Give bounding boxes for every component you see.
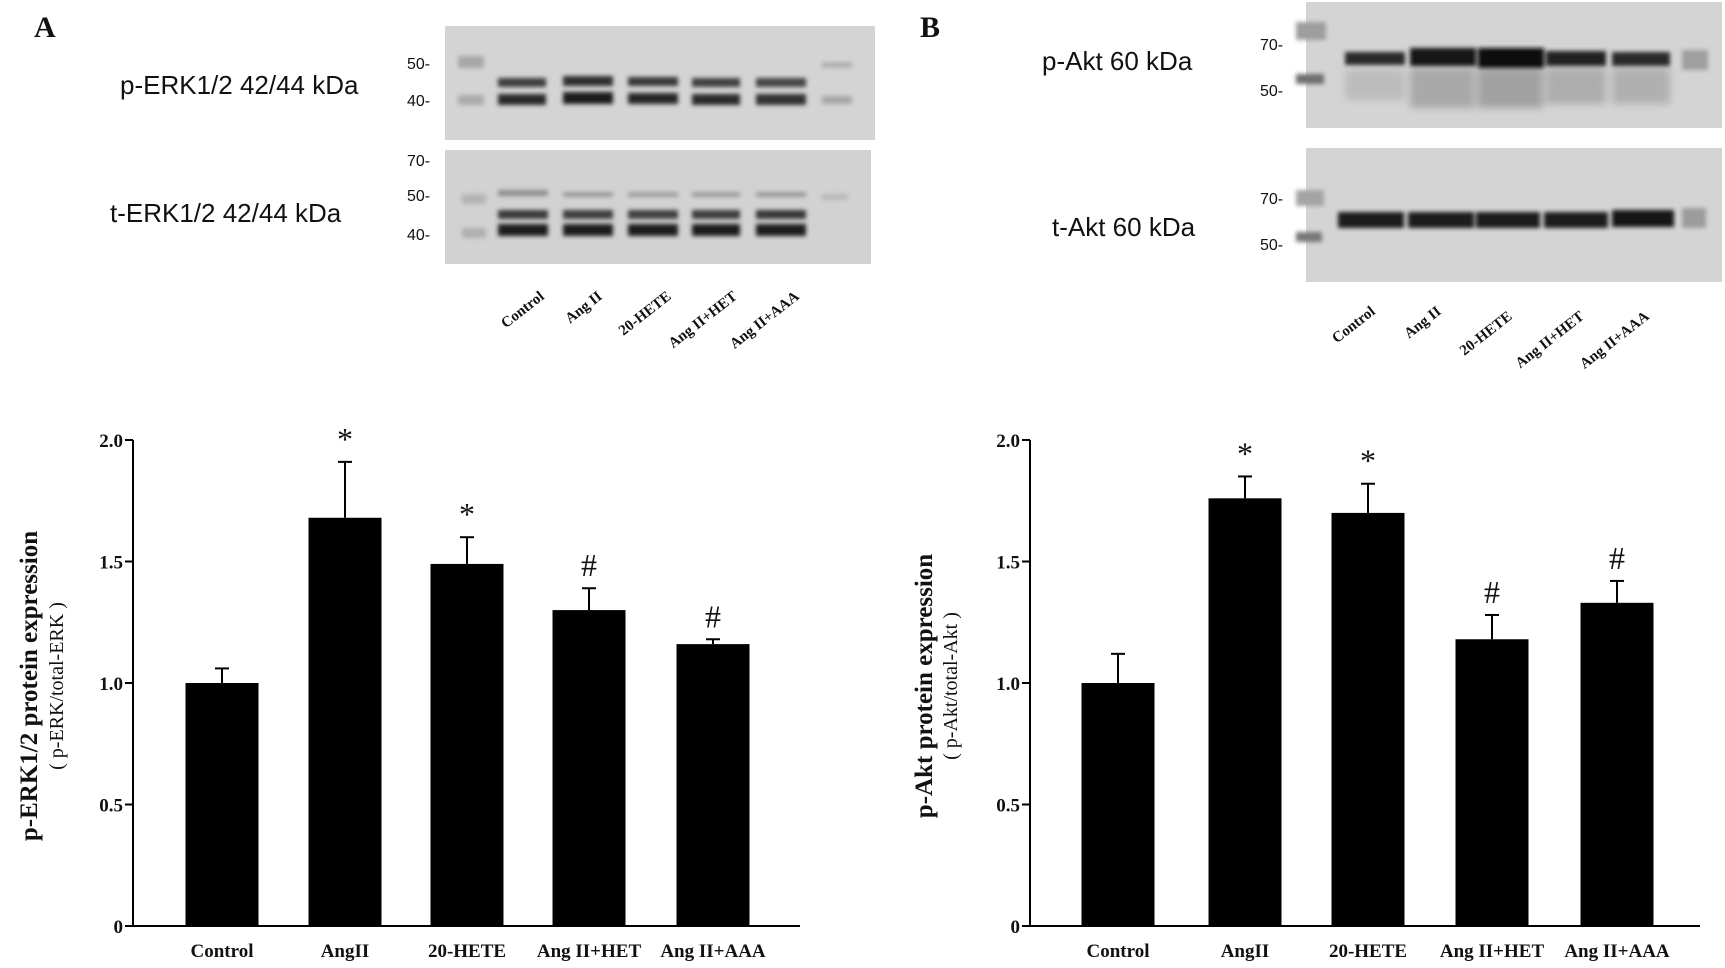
blot-marker: 50- [1260, 237, 1283, 254]
lane-label: 20-HETE [1457, 309, 1515, 360]
x-tick-label: Control [191, 941, 254, 962]
lane-label: Control [1329, 304, 1378, 347]
bar [552, 610, 626, 926]
x-tick-label: Ang II+HET [1440, 941, 1545, 962]
blot-membrane [445, 150, 871, 264]
blot-marker: 50- [407, 56, 430, 73]
panel-a-blots: A p-ERK1/2 42/44 kDa 50- 40- [34, 11, 875, 352]
blot-label-terk: t-ERK1/2 42/44 kDa [110, 198, 342, 228]
y-tick-label: 1.5 [99, 553, 123, 574]
blot-label-takt: t-Akt 60 kDa [1052, 212, 1196, 242]
y-axis-subtitle: ( p-Akt/total-Akt ) [940, 612, 962, 760]
y-tick-label: 2.0 [99, 431, 123, 452]
pakt-blot: p-Akt 60 kDa 70- 50- [1042, 2, 1722, 128]
lane-label: Ang II+AAA [727, 288, 803, 352]
x-tick-label: AngII [1221, 941, 1270, 962]
y-tick-label: 0 [114, 917, 124, 938]
bar [1208, 498, 1282, 926]
terk-blot: t-ERK1/2 42/44 kDa 70- 50- 40- [110, 150, 871, 264]
lane-label: Ang II+AAA [1577, 308, 1653, 372]
y-tick-label: 1.0 [99, 674, 123, 695]
bar [676, 644, 750, 926]
terk-bands [462, 190, 848, 238]
y-tick-label: 1.0 [996, 674, 1020, 695]
pakt-bands-smear [1345, 68, 1670, 108]
lane-labels-b: Control Ang II 20-HETE Ang II+HET Ang II… [1329, 303, 1652, 372]
x-tick-label: Control [1087, 941, 1150, 962]
panel-letter-a: A [34, 11, 56, 44]
x-tick-label: Ang II+HET [537, 941, 642, 962]
blot-marker: 70- [407, 153, 430, 170]
y-axis-title: p-Akt protein expression [911, 554, 938, 818]
y-tick-label: 0 [1011, 917, 1021, 938]
bar [1455, 639, 1529, 926]
perk-blot: p-ERK1/2 42/44 kDa 50- 40- [120, 26, 875, 140]
bar [308, 517, 382, 926]
x-tick-label: 20-HETE [1329, 941, 1407, 962]
blot-label-pakt: p-Akt 60 kDa [1042, 46, 1193, 76]
lane-label: Ang II+HET [1513, 309, 1588, 372]
blot-marker: 40- [407, 93, 430, 110]
lane-label: Ang II [1401, 303, 1444, 342]
significance-marker: * [459, 496, 475, 532]
y-tick-label: 0.5 [99, 796, 123, 817]
significance-marker: # [1484, 574, 1500, 610]
blot-label-perk: p-ERK1/2 42/44 kDa [120, 70, 359, 100]
y-axis-subtitle: ( p-ERK/total-ERK ) [46, 602, 68, 770]
y-axis-title: p-ERK1/2 protein expression [16, 531, 43, 841]
y-tick-label: 2.0 [996, 431, 1020, 452]
bar-chart-pakt: 0 0.5 1.0 1.5 2.0 Control * AngII * 20-HETE # Ang I… [911, 431, 1700, 962]
blot-marker: 50- [407, 188, 430, 205]
significance-marker: * [337, 421, 353, 457]
bar-chart-perk: 0 0.5 1.0 1.5 2.0 Control * AngII * 20-HETE # Ang I… [16, 421, 800, 962]
x-tick-label: Ang II+AAA [1564, 941, 1670, 962]
blot-marker: 40- [407, 227, 430, 244]
significance-marker: * [1237, 435, 1253, 471]
significance-marker: * [1360, 443, 1376, 479]
bar [185, 683, 259, 926]
x-tick-label: Ang II+AAA [660, 941, 766, 962]
y-tick-label: 1.5 [996, 553, 1020, 574]
takt-bands [1296, 190, 1706, 242]
lane-label: Ang II [562, 288, 605, 327]
takt-blot: t-Akt 60 kDa 70- 50- [1052, 148, 1722, 282]
x-tick-label: AngII [321, 941, 370, 962]
bar [430, 563, 504, 926]
blot-marker: 70- [1260, 37, 1283, 54]
x-tick-label: 20-HETE [428, 941, 506, 962]
bar [1580, 602, 1654, 926]
pakt-bands [1296, 22, 1708, 84]
bar [1081, 683, 1155, 926]
lane-labels-a: Control Ang II 20-HETE Ang II+HET Ang II… [498, 288, 802, 352]
perk-bands [458, 56, 852, 105]
bar [1331, 512, 1405, 926]
lane-label: Control [498, 289, 547, 332]
blot-marker: 70- [1260, 191, 1283, 208]
significance-marker: # [581, 547, 597, 583]
panel-letter-b: B [920, 11, 940, 44]
blot-marker: 50- [1260, 83, 1283, 100]
significance-marker: # [1609, 540, 1625, 576]
significance-marker: # [705, 598, 721, 634]
panel-b-blots: B p-Akt 60 kDa 70- 50- [920, 2, 1722, 372]
y-tick-label: 0.5 [996, 796, 1020, 817]
lane-label: 20-HETE [616, 289, 674, 340]
